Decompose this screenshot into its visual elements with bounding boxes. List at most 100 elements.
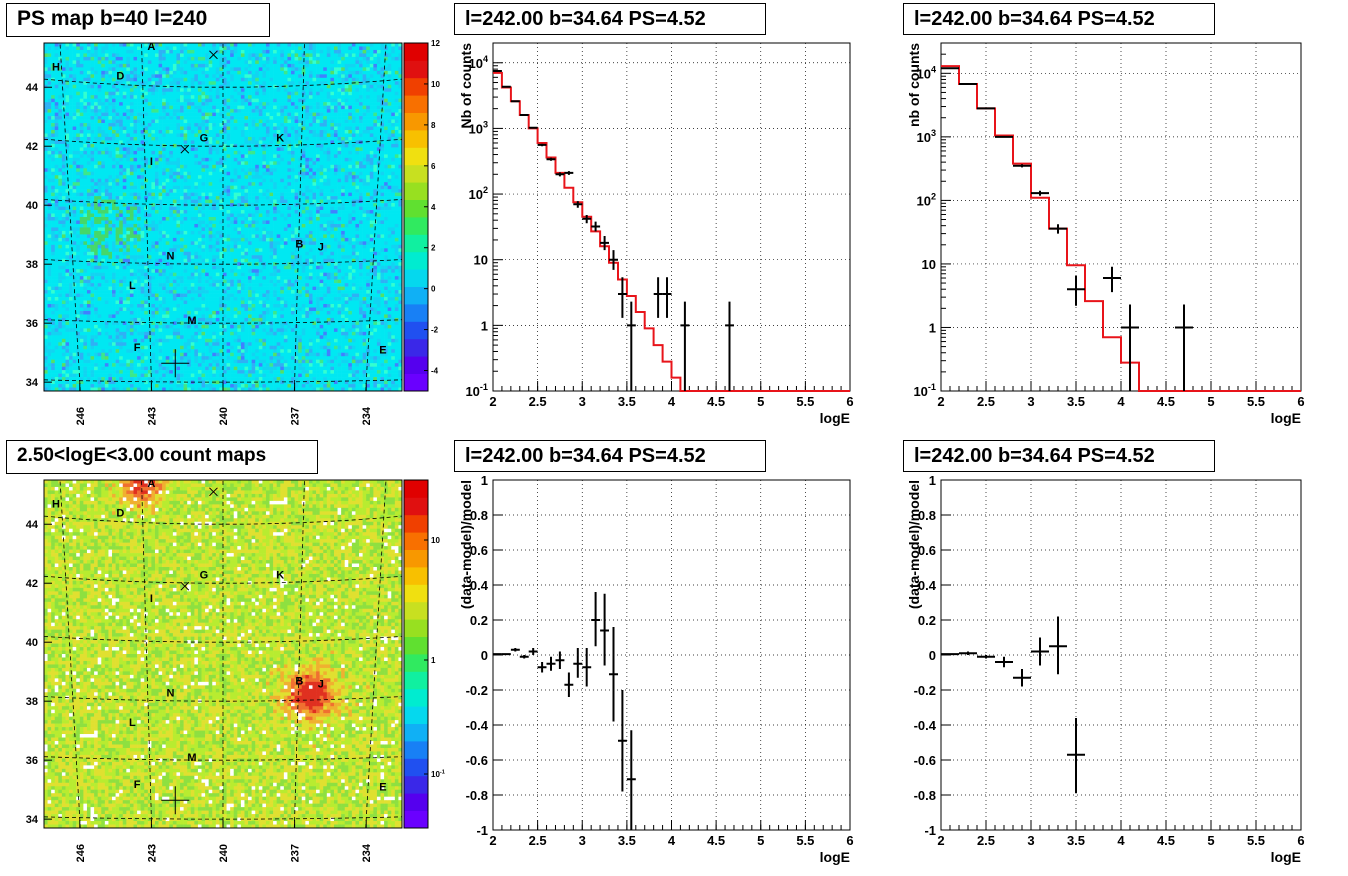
x-tick-label: 5 xyxy=(1207,833,1214,848)
data-point xyxy=(653,277,663,318)
x-tick-label: 3.5 xyxy=(618,394,636,409)
x-tick-label: 2.5 xyxy=(529,833,547,848)
ps-map-panel: 34 36 38 40 42 44 246 243 240 237 234 A H D G K I B J N L M F E xyxy=(26,41,403,425)
data-point xyxy=(564,171,574,175)
parallel-line xyxy=(43,138,403,147)
data-points xyxy=(941,67,1193,391)
colorbar-cell xyxy=(404,480,428,498)
colorbar-cell xyxy=(404,532,428,550)
source-label-n: N xyxy=(167,250,175,262)
source-label-d: D xyxy=(116,507,124,519)
data-point xyxy=(995,656,1013,668)
y-tick-label: 0 xyxy=(481,648,488,663)
meridian-line xyxy=(293,479,305,829)
target-marker xyxy=(161,349,190,378)
x-tick-label: 5 xyxy=(1207,394,1214,409)
x-tick-label: 237 xyxy=(290,844,302,862)
x-tick-label: 246 xyxy=(75,407,87,425)
y-tick-label: -0.2 xyxy=(466,683,488,698)
data-point xyxy=(609,250,618,270)
y-tick-label: 38 xyxy=(26,259,38,271)
data-point xyxy=(519,114,529,116)
y-tick-label: -0.6 xyxy=(466,753,488,768)
x-tick-label: 234 xyxy=(361,406,373,425)
x-tick-label: 6 xyxy=(846,833,853,848)
colorbar-tick-label: 6 xyxy=(431,162,436,171)
x-tick-label: 2.5 xyxy=(977,833,995,848)
x-tick-label: 2.5 xyxy=(529,394,547,409)
x-tick-label: 4.5 xyxy=(1157,394,1175,409)
x-tick-label: 4 xyxy=(668,833,676,848)
residual-points xyxy=(493,592,636,830)
data-point xyxy=(626,301,636,391)
x-tick-label: 3 xyxy=(1027,394,1034,409)
colorbar-cell xyxy=(404,164,428,183)
source-label-a: A xyxy=(147,41,155,53)
y-tick-label: 38 xyxy=(26,696,38,708)
y-tick-label: 10-1 xyxy=(465,382,488,399)
colorbar-cell xyxy=(404,356,428,374)
colorbar-cell xyxy=(404,130,428,148)
colorbar-cell xyxy=(404,636,428,655)
colorbar-cell xyxy=(404,269,428,287)
colorbar-tick-label: 0 xyxy=(431,285,436,294)
colorbar-cell xyxy=(404,217,428,235)
y-tick-label: 0.2 xyxy=(470,613,488,628)
y-tick-label: 36 xyxy=(26,755,38,767)
y-tick-label: 44 xyxy=(26,519,39,531)
x-tick-label: 2 xyxy=(937,394,944,409)
y-tick-label: 0.6 xyxy=(918,543,936,558)
colorbar-cell xyxy=(404,514,428,533)
data-point xyxy=(1013,164,1031,168)
x-tick-label: 240 xyxy=(218,407,230,425)
parallel-line xyxy=(43,259,403,265)
colorbar-cell xyxy=(404,43,428,61)
source-label-i: I xyxy=(150,593,153,605)
x-tick-label: 243 xyxy=(146,844,158,862)
parallel-line xyxy=(43,379,403,383)
source-label-f: F xyxy=(134,342,141,354)
meridian-line xyxy=(365,479,387,829)
colorbar-tick-label: -2 xyxy=(431,326,439,335)
x-tick-label: 6 xyxy=(1297,833,1304,848)
colorbar-cell xyxy=(404,251,428,270)
y-tick-label: -1 xyxy=(924,823,936,838)
y-tick-label: 42 xyxy=(26,578,38,590)
spectrum-left-title: l=242.00 b=34.64 PS=4.52 xyxy=(454,3,766,35)
x-marker xyxy=(209,50,218,60)
count-map-graticule xyxy=(43,479,403,829)
y-tick-label: 10-1 xyxy=(913,382,936,399)
colorbar-cell xyxy=(404,706,428,724)
y-tick-label: 44 xyxy=(26,82,39,94)
spectrum-right-panel: 2 2.5 3 3.5 4 4.5 5 5.5 610-1110102103104logEnb … xyxy=(906,42,1305,426)
colorbar-cell xyxy=(404,741,428,759)
parallel-line xyxy=(43,696,403,702)
x-marker xyxy=(209,487,218,497)
y-tick-label: 36 xyxy=(26,318,38,330)
colorbar-cell xyxy=(404,584,428,603)
y-tick-label: 0.4 xyxy=(470,578,489,593)
x-tick-label: 2 xyxy=(489,394,496,409)
data-point xyxy=(493,70,502,72)
residual-left-title: l=242.00 b=34.64 PS=4.52 xyxy=(454,440,766,472)
model-histogram xyxy=(493,71,850,392)
colorbar-cell xyxy=(404,671,428,690)
x-tick-label: 5 xyxy=(757,394,764,409)
data-point xyxy=(977,655,995,659)
data-point xyxy=(1121,304,1139,391)
colorbar-cell xyxy=(404,723,428,742)
colorbar-cell xyxy=(404,60,428,79)
colorbar-cell xyxy=(404,95,428,113)
data-point xyxy=(501,653,511,656)
data-point xyxy=(582,215,592,224)
parallel-line xyxy=(43,199,403,206)
data-point xyxy=(600,236,609,251)
x-tick-label: 5.5 xyxy=(1247,833,1265,848)
data-point xyxy=(537,662,547,673)
data-point xyxy=(600,593,609,666)
x-tick-label: 4 xyxy=(1117,833,1125,848)
colorbar-cell xyxy=(404,321,428,340)
data-point xyxy=(977,107,995,110)
source-label-j: J xyxy=(318,241,324,253)
